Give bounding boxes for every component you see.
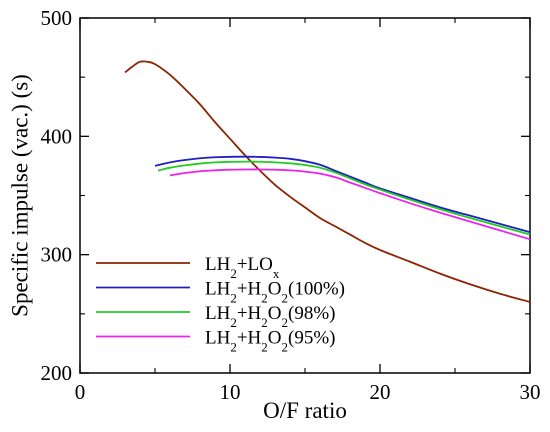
legend: LH2+LOxLH2+H2O2(100%)LH2+H2O2(98%)LH2+H2… xyxy=(96,254,345,354)
legend-label-2: LH2+H2O2(98%) xyxy=(205,303,335,330)
legend-label-0: LH2+LOx xyxy=(205,254,280,281)
y-axis-label: Specific impulse (vac.) (s) xyxy=(7,74,32,317)
y-tick-label: 400 xyxy=(41,124,73,148)
x-tick-label: 20 xyxy=(370,380,391,404)
legend-label-1: LH2+H2O2(100%) xyxy=(205,279,345,306)
y-tick-label: 500 xyxy=(41,6,73,30)
y-tick-label: 300 xyxy=(41,243,73,267)
series-lines xyxy=(124,60,531,303)
x-tick-label: 0 xyxy=(75,380,86,404)
series-line-0 xyxy=(124,60,531,303)
series-line-3 xyxy=(169,168,531,241)
x-axis-label: O/F ratio xyxy=(263,398,347,423)
y-tick-label: 200 xyxy=(41,361,73,385)
legend-label-3: LH2+H2O2(95%) xyxy=(205,328,335,355)
series-line-2 xyxy=(157,160,531,236)
series-line-1 xyxy=(154,155,531,234)
x-tick-label: 30 xyxy=(520,380,541,404)
x-tick-label: 10 xyxy=(220,380,241,404)
axis-ticks: 0 10 20 30 200 300 400 500 xyxy=(41,6,541,404)
